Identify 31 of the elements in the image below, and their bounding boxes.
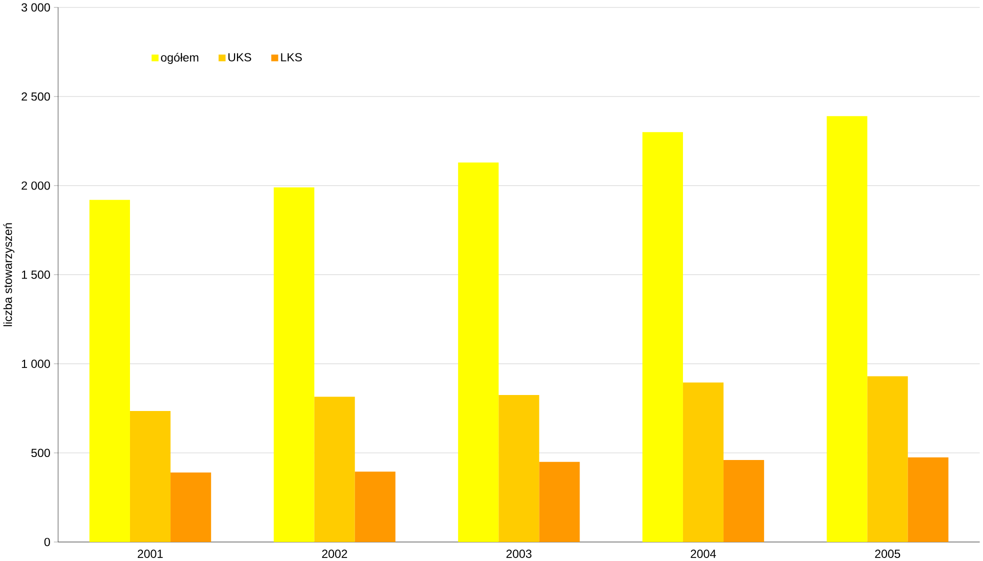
bar <box>826 116 868 542</box>
bar <box>642 132 683 542</box>
y-tick-label: 0 <box>44 538 50 546</box>
bar <box>314 396 355 542</box>
bar <box>130 410 171 542</box>
y-axis-title: liczba stowarzyszeń <box>3 223 14 326</box>
x-tick-label: 2001 <box>138 550 163 558</box>
x-tick-label: 2005 <box>875 550 900 558</box>
bar <box>539 462 580 542</box>
y-tick-label: 2 000 <box>22 181 50 190</box>
y-tick-label: 500 <box>31 448 50 457</box>
bar <box>498 394 540 542</box>
bar <box>458 162 499 542</box>
bar <box>682 382 724 542</box>
bar <box>170 472 212 542</box>
bar <box>89 200 130 542</box>
bar <box>867 376 908 542</box>
y-tick-label: 1 500 <box>22 270 50 279</box>
bar <box>724 460 764 542</box>
bar <box>908 457 948 542</box>
legend-label: LKS <box>281 52 302 62</box>
y-tick-label: 2 500 <box>22 92 50 101</box>
bar <box>274 187 314 542</box>
legend-label: UKS <box>228 52 252 62</box>
x-tick-label: 2003 <box>506 550 532 558</box>
y-tick-label: 1 000 <box>22 360 50 368</box>
x-tick-label: 2004 <box>690 550 716 558</box>
bar <box>354 472 396 542</box>
x-tick-label: 2002 <box>322 550 348 558</box>
legend-label: ogółem <box>161 52 198 64</box>
y-tick-label: 3 000 <box>22 3 50 12</box>
